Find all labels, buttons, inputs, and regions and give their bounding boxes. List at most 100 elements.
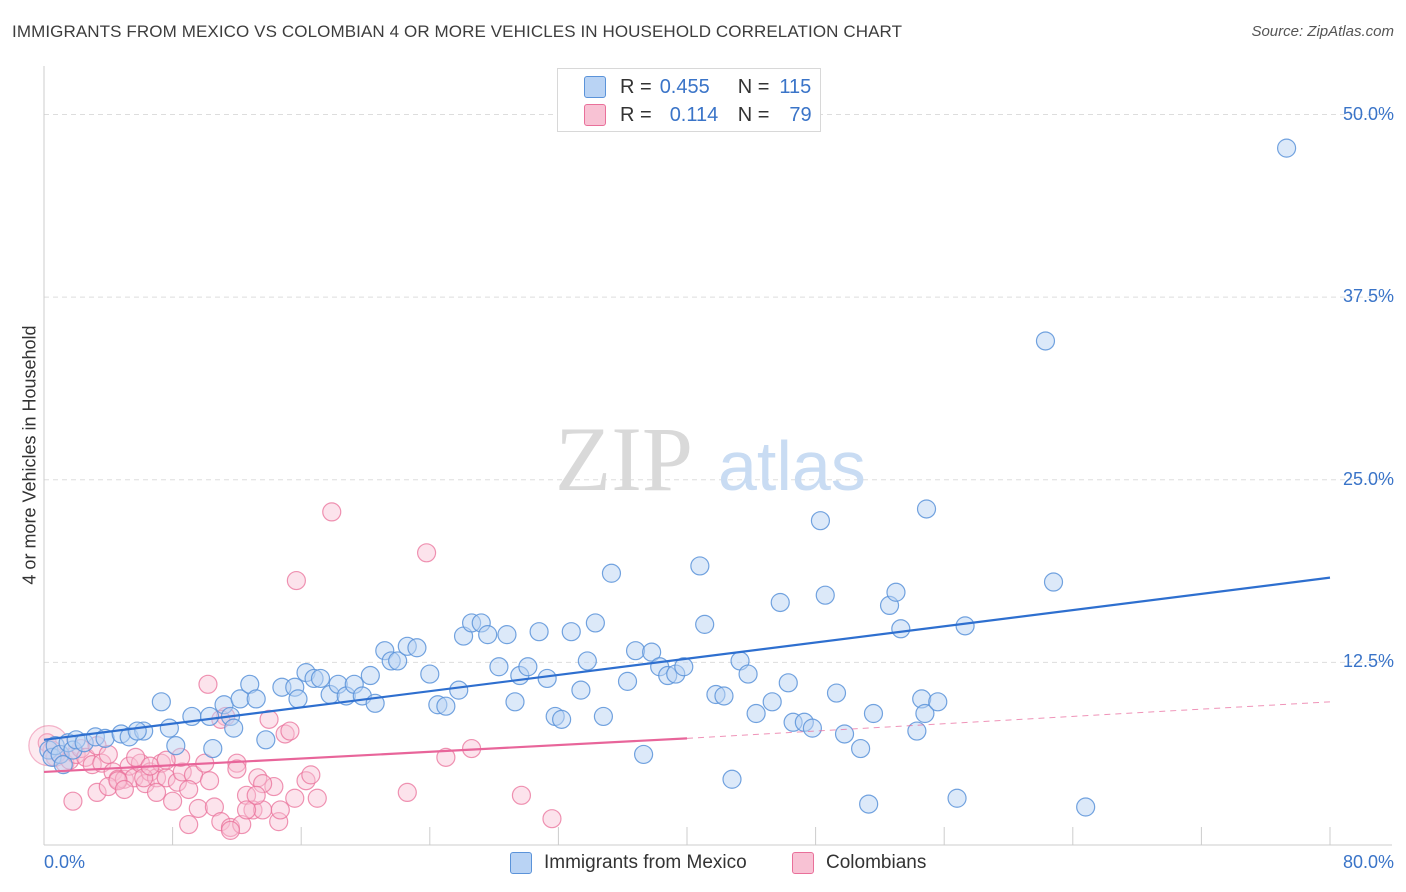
mexico-point bbox=[436, 696, 456, 716]
mexico-point bbox=[851, 738, 871, 759]
mexico-point bbox=[151, 692, 171, 712]
mexico-points bbox=[39, 138, 1297, 817]
mexico-point bbox=[907, 721, 927, 741]
colombians-point bbox=[232, 814, 252, 835]
mexico-point bbox=[518, 657, 538, 677]
mexico-point bbox=[577, 651, 597, 671]
legend-r-label: R = bbox=[620, 103, 652, 126]
mexico-point bbox=[489, 657, 509, 677]
mexico-point bbox=[388, 651, 408, 671]
mexico-point bbox=[505, 692, 525, 712]
mexico-point bbox=[601, 563, 622, 583]
mexico-point bbox=[166, 736, 186, 756]
colombians-point bbox=[280, 721, 300, 741]
mexico-point bbox=[762, 692, 782, 712]
mexico-point bbox=[593, 706, 614, 727]
mexico-point bbox=[738, 664, 758, 684]
watermark-atlas: atlas bbox=[718, 427, 866, 505]
mexico-point bbox=[1276, 138, 1297, 158]
mexico-point bbox=[625, 641, 646, 661]
mexico-trendline bbox=[43, 576, 1331, 741]
trendlines bbox=[43, 576, 1331, 774]
legend-n-label: N = bbox=[737, 103, 770, 126]
mexico-point bbox=[1035, 331, 1056, 351]
legend-r-label: R = bbox=[620, 75, 652, 98]
legend-n-value: 115 bbox=[779, 75, 812, 98]
colombians-point bbox=[98, 776, 118, 797]
colombians-point bbox=[246, 785, 266, 805]
colombians-point bbox=[146, 782, 167, 803]
mexico-point bbox=[633, 744, 654, 765]
mexico-point bbox=[955, 616, 975, 636]
colombians-point bbox=[416, 543, 437, 563]
mexico-point bbox=[310, 668, 331, 689]
mexico-point bbox=[449, 680, 469, 700]
legend-r-value: 0.114 bbox=[669, 103, 719, 126]
colombians-point bbox=[253, 774, 273, 794]
legend-n-label: N = bbox=[737, 75, 770, 98]
colombians-point bbox=[63, 791, 83, 811]
mexico-point bbox=[203, 738, 223, 759]
mexico-point bbox=[360, 665, 380, 686]
mexico-point bbox=[834, 724, 855, 744]
mexico-point bbox=[778, 673, 798, 693]
colombians-point bbox=[511, 785, 532, 805]
x-tick-max: 80.0% bbox=[1342, 852, 1394, 872]
mexico-point bbox=[770, 592, 790, 613]
mexico-point bbox=[947, 788, 967, 808]
colombians-point bbox=[98, 744, 118, 765]
colombians-trendline bbox=[43, 737, 688, 774]
bottom-legend-colombians: Colombians bbox=[792, 852, 926, 874]
mexico-point bbox=[224, 718, 244, 738]
bottom-legend-swatch-pink bbox=[792, 852, 814, 874]
bottom-legend-label: Colombians bbox=[826, 852, 927, 873]
mexico-point bbox=[916, 499, 937, 519]
colombians-point bbox=[188, 798, 208, 819]
mexico-point bbox=[863, 703, 884, 724]
mexico-point bbox=[802, 718, 822, 738]
colombians-point bbox=[163, 791, 183, 811]
mexico-point bbox=[891, 619, 911, 639]
x-tick-min: 0.0% bbox=[44, 852, 86, 872]
axes bbox=[43, 66, 1392, 846]
colombians-point bbox=[236, 800, 257, 820]
legend-swatch-blue bbox=[584, 76, 606, 98]
correlation-legend: R = 0.455 N = 115 R = 0.114 N = 79 bbox=[557, 68, 821, 132]
mexico-point bbox=[826, 683, 847, 703]
y-tick-label: 25.0% bbox=[1342, 468, 1394, 489]
mexico-point bbox=[537, 668, 557, 689]
y-tick-label: 50.0% bbox=[1342, 103, 1394, 124]
legend-row-mexico: R = 0.455 N = 115 bbox=[558, 73, 811, 101]
colombians-point bbox=[243, 800, 263, 820]
mexico-point bbox=[571, 680, 591, 700]
colombians-point bbox=[199, 771, 220, 791]
colombians-point bbox=[264, 776, 284, 797]
mexico-point bbox=[529, 622, 549, 642]
colombians-points bbox=[28, 502, 562, 840]
mexico-point bbox=[674, 657, 694, 677]
mexico-point bbox=[746, 703, 766, 724]
source-label: Source: ZipAtlas.com bbox=[1251, 23, 1394, 40]
y-tick-label: 12.5% bbox=[1342, 651, 1394, 672]
y-tick-label: 37.5% bbox=[1342, 286, 1394, 307]
colombians-point bbox=[198, 674, 218, 694]
mexico-point bbox=[288, 689, 308, 709]
mexico-point bbox=[1076, 797, 1096, 817]
mexico-point bbox=[617, 671, 638, 691]
colombians-point bbox=[227, 759, 247, 779]
mexico-point bbox=[1043, 572, 1064, 592]
chart-title: IMMIGRANTS FROM MEXICO VS COLOMBIAN 4 OR… bbox=[12, 22, 903, 41]
mexico-point bbox=[159, 718, 179, 738]
gridlines bbox=[44, 114, 1392, 663]
colombians-point bbox=[172, 762, 192, 782]
colombians-point bbox=[307, 788, 327, 808]
mexico-point bbox=[561, 622, 581, 642]
colombians-point bbox=[179, 779, 199, 800]
mexico-point bbox=[928, 692, 948, 712]
y-axis-label: 4 or more Vehicles in Household bbox=[19, 325, 40, 585]
colombians-point bbox=[286, 570, 306, 591]
colombians-point bbox=[322, 502, 342, 522]
mexico-point bbox=[886, 582, 906, 602]
colombians-point bbox=[167, 772, 188, 792]
